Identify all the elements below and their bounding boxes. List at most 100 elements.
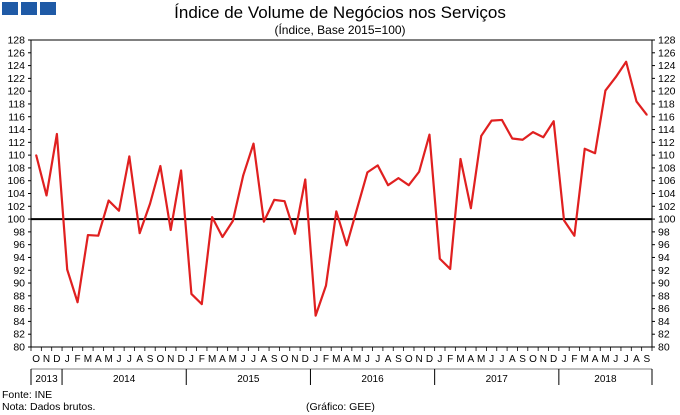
series-layer <box>31 60 652 317</box>
data-point <box>490 119 493 122</box>
y-tick-label-left: 92 <box>13 265 25 277</box>
y-tick-label-right: 80 <box>658 342 670 354</box>
data-point <box>501 119 503 121</box>
data-point <box>635 100 638 103</box>
y-tick-label-right: 96 <box>658 239 670 251</box>
y-tick-label-left: 118 <box>8 98 25 110</box>
x-month-label: A <box>136 354 143 365</box>
x-year-label: 2018 <box>594 374 617 385</box>
y-tick-label-left: 96 <box>13 239 25 251</box>
x-month-label: F <box>571 354 577 365</box>
data-point <box>604 89 607 92</box>
x-month-label: A <box>385 354 392 365</box>
data-point <box>583 147 586 150</box>
chart-subtitle: (Índice, Base 2015=100) <box>274 23 406 37</box>
data-point <box>542 136 545 139</box>
data-point <box>459 158 462 160</box>
footer-credit: (Gráfico: GEE) <box>306 401 375 413</box>
data-point <box>87 234 89 236</box>
y-tick-label-left: 80 <box>13 342 25 354</box>
x-month-label: J <box>116 354 121 365</box>
y-tick-label-right: 98 <box>658 226 670 238</box>
x-month-label: M <box>353 354 361 365</box>
data-point <box>366 171 369 174</box>
x-month-label: J <box>624 354 629 365</box>
data-point <box>428 133 431 136</box>
x-month-label: A <box>219 354 226 365</box>
x-month-label: A <box>592 354 599 365</box>
y-tick-label-left: 84 <box>13 316 25 328</box>
data-point <box>149 202 151 205</box>
x-month-label: N <box>416 354 423 365</box>
x-month-label: A <box>261 354 268 365</box>
x-month-label: F <box>199 354 205 365</box>
y-tick-label-left: 126 <box>7 47 25 59</box>
x-month-label: F <box>447 354 453 365</box>
x-month-label: J <box>375 354 380 365</box>
y-tick-label-left: 110 <box>8 150 25 162</box>
y-tick-label-left: 88 <box>13 290 25 302</box>
y-tick-label-left: 106 <box>7 175 25 187</box>
x-month-label: N <box>167 354 174 365</box>
data-point <box>200 303 203 306</box>
x-month-label: M <box>456 354 464 365</box>
y-tick-label-left: 82 <box>13 329 25 341</box>
data-point <box>294 232 296 235</box>
data-point <box>573 234 576 237</box>
x-month-label: A <box>343 354 350 365</box>
data-point <box>252 142 255 145</box>
y-tick-label-right: 84 <box>658 316 670 328</box>
x-month-label: J <box>313 354 318 365</box>
data-point <box>97 234 100 237</box>
y-tick-label-right: 126 <box>658 47 676 59</box>
x-month-label: D <box>177 354 184 365</box>
y-tick-label-right: 104 <box>658 188 676 200</box>
data-point <box>480 135 483 137</box>
series-line <box>35 60 648 317</box>
data-point <box>511 137 514 140</box>
data-point <box>387 184 389 187</box>
y-axis-right: 8082848688909294969810010210410610811011… <box>652 35 676 354</box>
x-month-label: J <box>65 354 70 365</box>
x-year-label: 2014 <box>113 374 136 385</box>
data-point <box>169 229 172 231</box>
data-point <box>532 131 534 134</box>
y-tick-label-right: 114 <box>658 124 675 136</box>
x-month-label: M <box>581 354 589 365</box>
data-point <box>314 314 317 317</box>
x-month-label: J <box>489 354 494 365</box>
x-month-label: J <box>365 354 370 365</box>
data-point <box>55 133 58 135</box>
y-tick-label-left: 128 <box>7 35 25 47</box>
x-year-label: 2013 <box>35 374 58 385</box>
footer-note: Nota: Dados brutos. <box>2 401 96 413</box>
y-tick-label-right: 90 <box>658 278 670 290</box>
data-point <box>376 164 379 167</box>
data-point <box>76 301 79 304</box>
data-point <box>552 120 555 123</box>
logo-square-3 <box>40 2 56 15</box>
x-month-label: D <box>426 354 433 365</box>
y-tick-label-right: 92 <box>658 265 670 277</box>
x-month-label: S <box>643 354 650 365</box>
x-month-label: O <box>529 354 537 365</box>
data-point <box>118 209 120 212</box>
x-year-label: 2015 <box>237 374 260 385</box>
y-tick-label-right: 112 <box>658 137 675 149</box>
y-tick-label-right: 128 <box>658 35 676 47</box>
data-point <box>262 220 265 223</box>
y-tick-label-left: 94 <box>13 252 25 264</box>
data-point <box>242 174 245 177</box>
gee-logo <box>2 2 56 15</box>
data-point <box>335 210 338 213</box>
data-point <box>594 152 596 155</box>
data-point <box>438 257 441 260</box>
data-point <box>356 207 358 210</box>
data-point <box>231 220 234 222</box>
y-tick-label-left: 90 <box>13 278 25 290</box>
y-tick-label-right: 118 <box>658 98 675 110</box>
x-month-label: O <box>405 354 413 365</box>
x-month-label: M <box>229 354 237 365</box>
x-month-label: A <box>95 354 102 365</box>
x-month-label: S <box>147 354 154 365</box>
